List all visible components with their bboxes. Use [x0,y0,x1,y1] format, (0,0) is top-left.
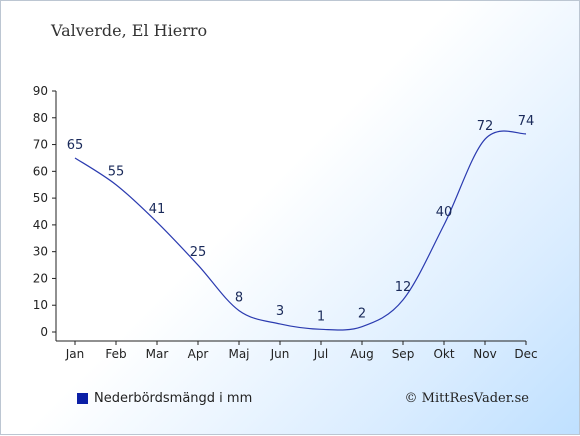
x-tick-label: Nov [473,347,496,361]
x-tick-label: Maj [228,347,249,361]
y-tick-label: 40 [33,218,48,232]
x-tick-label: Jun [270,347,290,361]
data-label: 1 [317,309,325,324]
y-tick-label: 70 [33,138,48,152]
data-label: 74 [518,114,535,129]
y-tick-label: 0 [40,325,48,339]
y-tick-label: 20 [33,271,48,285]
x-tick-label: Aug [350,347,373,361]
data-label: 65 [67,138,84,153]
x-tick-label: Sep [392,347,415,361]
x-tick-label: Apr [188,347,209,361]
data-label: 3 [276,304,284,319]
y-tick-label: 90 [33,84,48,98]
data-label: 40 [436,205,453,220]
data-label: 41 [149,202,166,217]
y-tick-label: 30 [33,245,48,259]
data-label: 25 [190,245,207,260]
data-label: 2 [358,307,366,322]
x-tick-label: Okt [433,347,454,361]
x-tick-label: Dec [514,347,537,361]
x-tick-label: Mar [146,347,169,361]
x-tick-label: Feb [105,347,126,361]
series-line [74,130,527,331]
y-tick-label: 50 [33,191,48,205]
y-tick-label: 60 [33,164,48,178]
data-label: 55 [108,165,125,180]
data-label: 8 [235,291,243,306]
legend-swatch [77,393,88,404]
y-tick-label: 80 [33,111,48,125]
x-tick-label: Jul [313,347,328,361]
data-label: 72 [477,119,494,134]
legend-label: Nederbördsmängd i mm [94,391,253,406]
data-label: 12 [395,280,412,295]
chart-title: Valverde, El Hierro [51,21,208,40]
legend: Nederbördsmängd i mm [77,391,252,406]
y-tick-label: 10 [33,298,48,312]
copyright-text: © MittResVader.se [404,391,529,406]
x-tick-label: Jan [65,347,85,361]
